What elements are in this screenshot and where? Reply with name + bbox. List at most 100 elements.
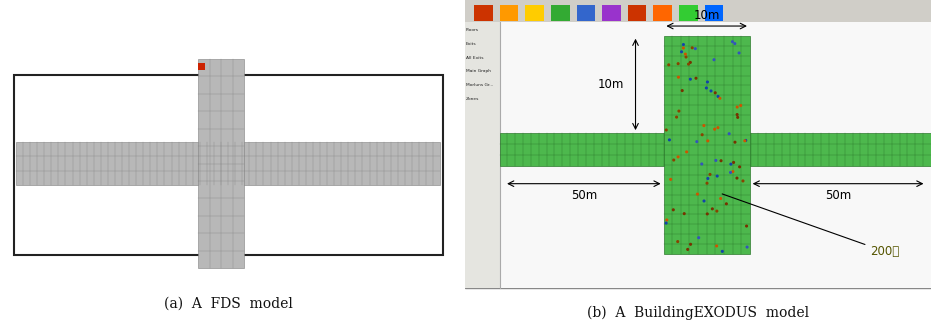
Point <box>732 50 747 56</box>
Point <box>691 235 706 240</box>
Point <box>727 140 742 145</box>
Point <box>730 115 745 120</box>
Point <box>671 109 686 114</box>
Point <box>707 57 722 62</box>
Point <box>709 209 724 214</box>
Point <box>661 62 676 67</box>
Point <box>699 181 714 186</box>
Point <box>685 45 700 50</box>
Point <box>723 162 738 167</box>
Bar <box>551 5 570 21</box>
Text: Zones: Zones <box>466 97 479 101</box>
Point <box>730 176 745 181</box>
Point <box>722 131 736 136</box>
Point <box>712 96 727 101</box>
Point <box>689 76 704 81</box>
Text: 10m: 10m <box>694 9 720 22</box>
Point <box>696 123 711 128</box>
Point <box>719 201 734 206</box>
Point <box>679 54 694 60</box>
Point <box>670 239 685 244</box>
Point <box>690 192 705 197</box>
Bar <box>602 5 621 21</box>
Point <box>680 149 695 155</box>
Point <box>730 112 745 117</box>
Bar <box>705 5 723 21</box>
Point <box>683 242 698 247</box>
Point <box>676 42 691 47</box>
Bar <box>500 22 931 288</box>
Point <box>666 207 681 213</box>
Bar <box>525 5 544 21</box>
Point <box>705 206 720 212</box>
Point <box>659 128 674 133</box>
Point <box>681 247 695 252</box>
Point <box>677 211 692 216</box>
Point <box>738 138 753 143</box>
Point <box>732 164 747 169</box>
Text: Morluns Gr...: Morluns Gr... <box>466 83 492 87</box>
Point <box>659 220 674 226</box>
Point <box>675 88 690 93</box>
Point <box>688 46 703 51</box>
Text: Floors: Floors <box>466 28 479 32</box>
Point <box>669 114 684 120</box>
Point <box>734 103 749 108</box>
Point <box>659 217 674 223</box>
Point <box>726 160 741 165</box>
Bar <box>654 5 672 21</box>
Point <box>689 139 704 144</box>
Point <box>710 125 725 130</box>
Text: (b)  A  BuildingEXODUS  model: (b) A BuildingEXODUS model <box>587 306 809 320</box>
Point <box>671 75 686 80</box>
Point <box>681 61 696 67</box>
Text: 50m: 50m <box>825 189 851 201</box>
Point <box>708 90 722 95</box>
Point <box>695 132 709 137</box>
Text: All Exits: All Exits <box>466 56 483 60</box>
Bar <box>465 0 931 22</box>
Text: 200명: 200명 <box>722 194 899 258</box>
Point <box>700 176 715 181</box>
Text: 50m: 50m <box>571 189 597 201</box>
Point <box>700 211 715 216</box>
Bar <box>500 133 931 166</box>
Bar <box>14 75 442 255</box>
Point <box>700 138 715 144</box>
Point <box>696 198 711 204</box>
Text: Main Graph: Main Graph <box>466 69 491 73</box>
Bar <box>16 142 440 185</box>
Text: (a)  A  FDS  model: (a) A FDS model <box>164 297 292 311</box>
Bar <box>664 36 749 254</box>
Point <box>663 177 678 182</box>
Bar <box>576 5 595 21</box>
Point <box>667 157 681 163</box>
Point <box>699 85 714 91</box>
Point <box>674 49 689 54</box>
Bar <box>198 59 244 268</box>
Point <box>709 243 724 249</box>
Point <box>676 45 691 51</box>
Point <box>708 158 723 163</box>
Point <box>662 137 677 143</box>
Point <box>739 245 754 250</box>
Bar <box>500 5 519 21</box>
Point <box>739 223 754 229</box>
Point <box>709 173 724 179</box>
Text: 10m: 10m <box>598 78 624 91</box>
Point <box>735 178 750 183</box>
Point <box>708 127 722 132</box>
Bar <box>627 5 646 21</box>
Point <box>700 79 715 85</box>
Text: Exits: Exits <box>466 42 476 46</box>
Bar <box>679 5 698 21</box>
Point <box>703 172 718 177</box>
Point <box>725 169 740 174</box>
Point <box>737 138 752 144</box>
Point <box>670 154 685 160</box>
Point <box>683 77 698 82</box>
Point <box>670 61 685 66</box>
Bar <box>474 5 492 21</box>
Point <box>682 60 697 65</box>
Point <box>713 196 728 201</box>
